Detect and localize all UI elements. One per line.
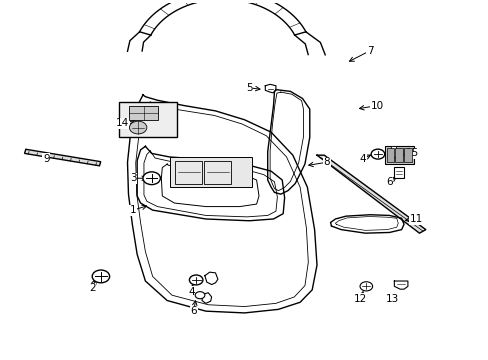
- Circle shape: [189, 275, 203, 285]
- Text: 15: 15: [405, 148, 419, 158]
- Text: 4: 4: [187, 287, 194, 297]
- Bar: [384, 146, 413, 164]
- Circle shape: [92, 270, 109, 283]
- Text: 3: 3: [130, 173, 136, 183]
- Text: 1: 1: [130, 205, 136, 215]
- Text: 9: 9: [43, 154, 49, 164]
- Text: 5: 5: [245, 83, 252, 93]
- Bar: [393, 167, 403, 178]
- Polygon shape: [24, 149, 101, 166]
- Bar: [386, 148, 393, 162]
- Text: 8: 8: [323, 157, 329, 167]
- Text: 6: 6: [190, 306, 197, 316]
- Circle shape: [129, 121, 146, 134]
- Bar: [129, 106, 158, 120]
- Text: 14: 14: [116, 118, 129, 128]
- Text: 2: 2: [89, 283, 95, 293]
- Circle shape: [370, 149, 384, 159]
- Text: 7: 7: [366, 46, 373, 56]
- Text: 12: 12: [353, 294, 366, 304]
- Text: 6: 6: [386, 177, 392, 187]
- Bar: [119, 102, 177, 138]
- Text: 11: 11: [408, 214, 422, 224]
- Circle shape: [142, 172, 160, 185]
- Bar: [175, 161, 202, 184]
- Text: 10: 10: [370, 100, 383, 111]
- Bar: [390, 146, 395, 157]
- Circle shape: [359, 282, 372, 291]
- Text: 13: 13: [385, 294, 398, 304]
- Polygon shape: [316, 155, 425, 233]
- Bar: [169, 157, 251, 187]
- Circle shape: [195, 292, 204, 299]
- Bar: [394, 148, 402, 162]
- Text: 4: 4: [359, 154, 366, 164]
- Bar: [204, 161, 230, 184]
- Bar: [403, 148, 411, 162]
